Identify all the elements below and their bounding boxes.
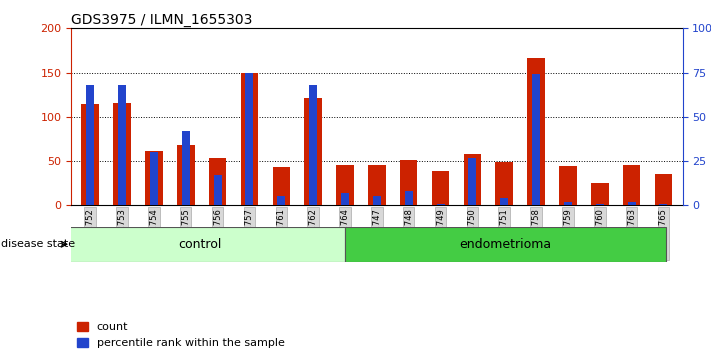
Text: GDS3975 / ILMN_1655303: GDS3975 / ILMN_1655303: [71, 13, 252, 27]
Bar: [277, 196, 285, 205]
Bar: [336, 165, 354, 205]
Bar: [341, 193, 349, 205]
Bar: [469, 158, 476, 205]
Bar: [150, 152, 158, 205]
Bar: [660, 204, 668, 205]
Bar: [496, 162, 513, 205]
Bar: [628, 202, 636, 205]
Bar: [209, 159, 226, 205]
Bar: [304, 98, 322, 205]
Bar: [464, 154, 481, 205]
Bar: [528, 58, 545, 205]
Bar: [373, 196, 381, 205]
Text: endometrioma: endometrioma: [459, 238, 552, 251]
Bar: [86, 85, 94, 205]
Bar: [368, 165, 385, 205]
Bar: [177, 145, 195, 205]
Legend: count, percentile rank within the sample: count, percentile rank within the sample: [77, 322, 284, 348]
Text: control: control: [178, 238, 222, 251]
Bar: [501, 198, 508, 205]
Bar: [113, 103, 131, 205]
Bar: [145, 152, 163, 205]
Bar: [405, 191, 412, 205]
Bar: [400, 160, 417, 205]
Bar: [591, 183, 609, 205]
Bar: [309, 85, 317, 205]
Bar: [623, 166, 641, 205]
Bar: [245, 73, 253, 205]
Bar: [182, 131, 190, 205]
Bar: [655, 175, 672, 205]
Bar: [272, 167, 290, 205]
Bar: [241, 74, 258, 205]
Bar: [55, 227, 345, 262]
Bar: [564, 202, 572, 205]
Bar: [596, 204, 604, 205]
Bar: [432, 171, 449, 205]
Text: disease state: disease state: [1, 239, 75, 249]
Bar: [213, 175, 222, 205]
Bar: [345, 227, 666, 262]
Bar: [559, 166, 577, 205]
Bar: [82, 104, 99, 205]
Bar: [118, 85, 126, 205]
Bar: [532, 74, 540, 205]
Bar: [437, 204, 444, 205]
